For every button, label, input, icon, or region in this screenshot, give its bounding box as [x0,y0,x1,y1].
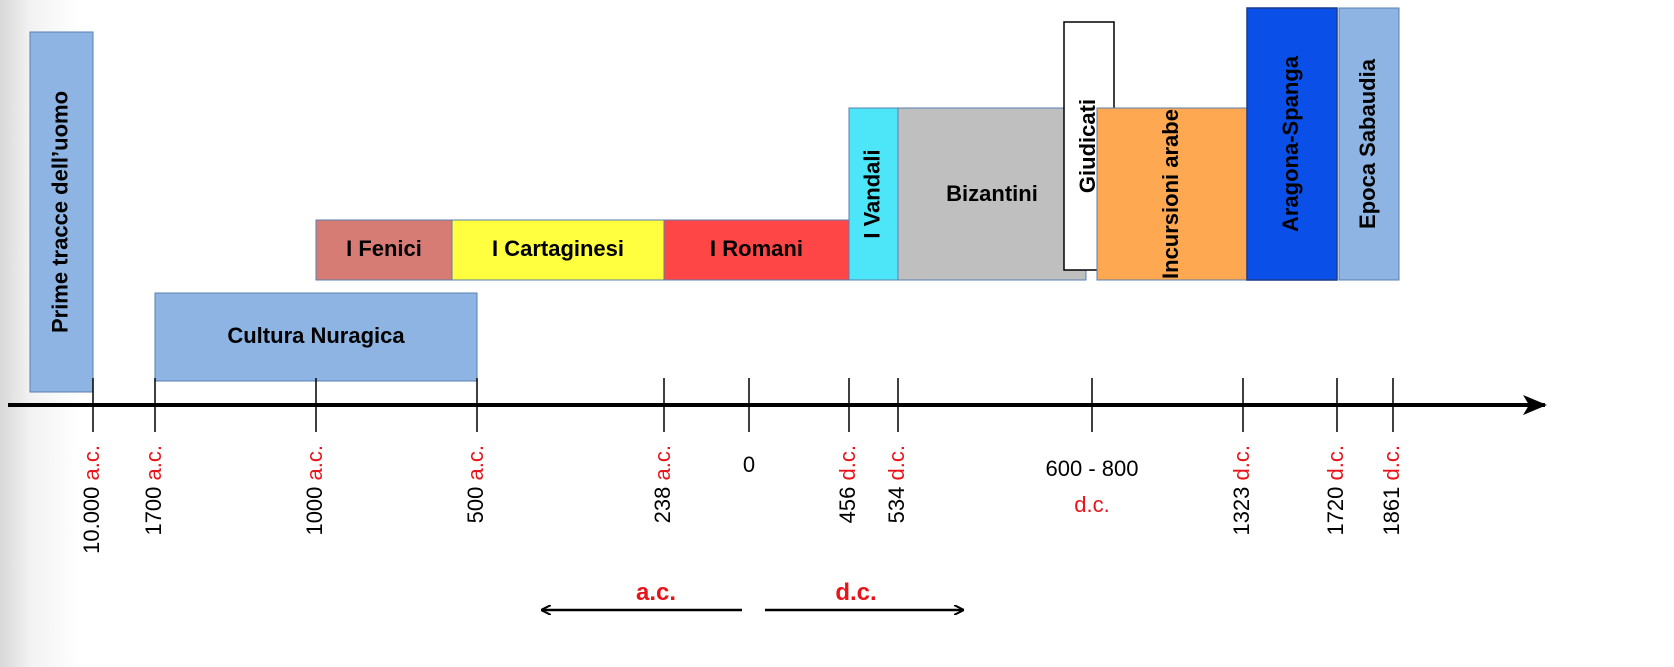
tick-year: 500 [463,487,488,524]
tick-label: 1861 d.c. [1379,445,1404,536]
tick-era: d.c. [1379,445,1404,480]
tick-label: 0 [743,452,755,477]
tick-label: 1720 d.c. [1323,445,1348,536]
period-box [663,219,850,281]
tick-label: 1700 a.c. [141,445,166,536]
tick-era: d.c. [884,445,909,480]
tick-label: 10.000 a.c. [79,445,104,554]
period-box [154,292,478,382]
period-box [848,107,899,281]
tick-era: d.c. [1229,445,1254,480]
tick-label: 1323 d.c. [1229,445,1254,536]
period-label: I Cartaginesi [492,236,624,261]
tick-label: 238 a.c. [650,445,675,523]
tick-era: a.c. [302,445,327,480]
tick-year: 238 [650,487,675,524]
period-label: I Romani [710,236,803,261]
period-box [451,219,665,281]
period-label: I Vandali [859,149,884,238]
period-label: Cultura Nuragica [227,323,405,348]
tick-label: 456 d.c. [835,445,860,523]
tick-year: 1323 [1229,487,1254,536]
period-box [29,31,94,393]
tick-year: 10.000 [79,487,104,554]
tick-era: d.c. [1323,445,1348,480]
period-label: Bizantini [946,181,1038,206]
period-label: Prime tracce dell’uomo [47,91,72,333]
era-arrow-label: a.c. [636,579,676,606]
tick-year: 1700 [141,487,166,536]
tick-year: 1000 [302,487,327,536]
tick-era: a.c. [650,445,675,480]
tick-era: d.c. [835,445,860,480]
tick-label: 600 - 800 [1046,456,1139,481]
tick-year: 456 [835,487,860,524]
tick-label: 500 a.c. [463,445,488,523]
tick-label: 534 d.c. [884,445,909,523]
period-box [897,107,1087,281]
period-box [1338,7,1400,281]
period-label: Giudicati [1075,99,1100,193]
period-label: Epoca Sabaudia [1355,58,1380,229]
tick-era: a.c. [141,445,166,480]
tick-year: 1861 [1379,487,1404,536]
period-label: I Fenici [346,236,422,261]
period-box [315,219,453,281]
tick-era: a.c. [463,445,488,480]
period-box [1096,107,1248,281]
tick-year: 1720 [1323,487,1348,536]
period-label: Aragona-Spanga [1278,55,1303,232]
tick-label: 1000 a.c. [302,445,327,536]
tick-year: 534 [884,487,909,524]
period-box [1246,7,1338,281]
tick-era: d.c. [1074,492,1109,517]
era-arrow-label: d.c. [835,579,876,606]
period-label: Incursioni arabe [1158,109,1183,279]
tick-era: a.c. [79,445,104,480]
